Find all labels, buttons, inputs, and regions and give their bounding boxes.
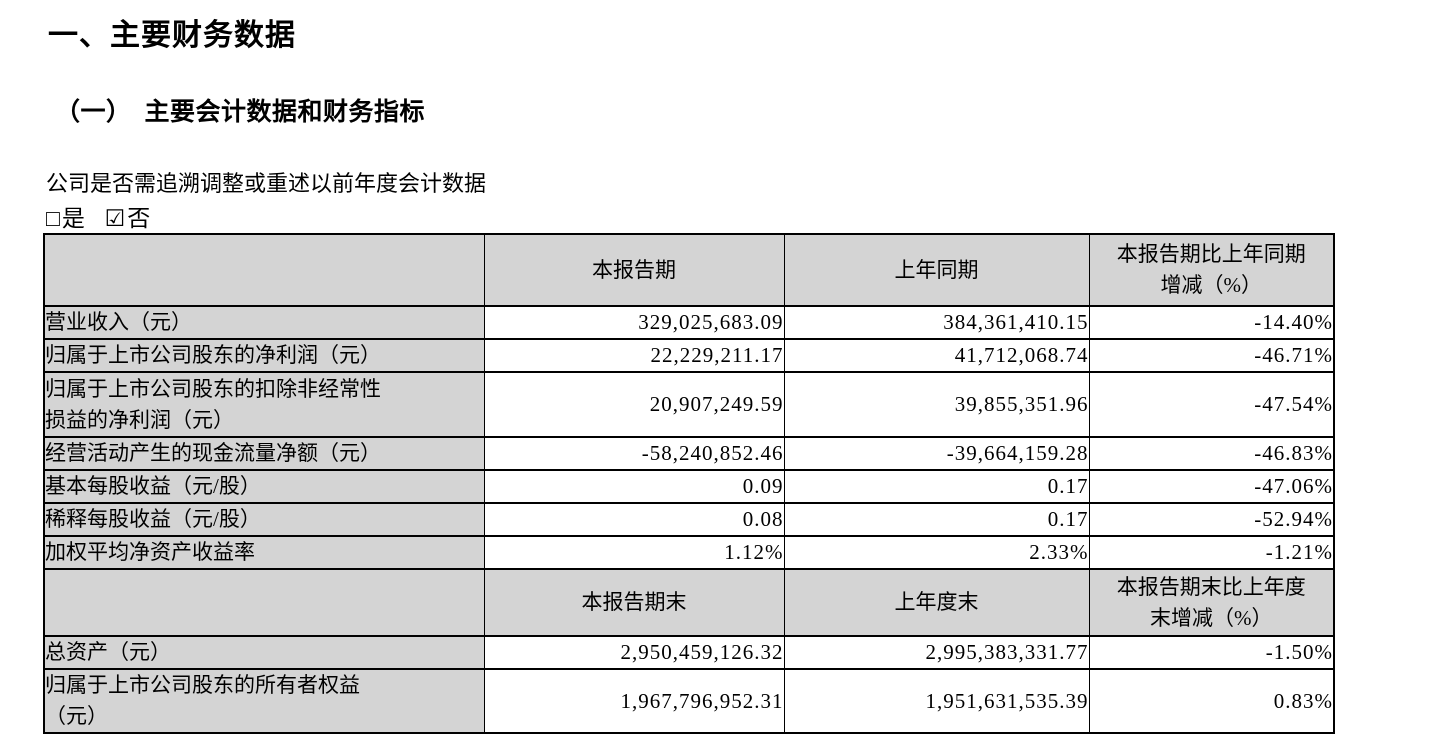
- cell-prior: 41,712,068.74: [783, 338, 1090, 373]
- subsection-title: （一） 主要会计数据和财务指标: [55, 99, 426, 126]
- cell-current: 22,229,211.17: [483, 338, 785, 373]
- table-row-owners-equity: 归属于上市公司股东的所有者权益 （元） 1,967,796,952.31 1,9…: [43, 668, 1335, 734]
- col-header-prior-period: 上年同期: [783, 233, 1090, 307]
- row-label: 基本每股收益（元/股）: [43, 469, 485, 504]
- table-row-net-profit: 归属于上市公司股东的净利润（元） 22,229,211.17 41,712,06…: [43, 338, 1335, 373]
- table-row-basic-eps: 基本每股收益（元/股） 0.09 0.17 -47.06%: [43, 469, 1335, 504]
- cell-change: -46.83%: [1088, 436, 1335, 471]
- cell-change: -47.54%: [1088, 371, 1335, 438]
- checkbox-yes-label: 是: [61, 206, 85, 231]
- header-blank-cell: [43, 568, 485, 637]
- cell-change: -52.94%: [1088, 502, 1335, 537]
- cell-prior: 0.17: [783, 469, 1090, 504]
- col-header-current-period: 本报告期: [483, 233, 785, 307]
- row-label: 归属于上市公司股东的净利润（元）: [43, 338, 485, 373]
- cell-current: 20,907,249.59: [483, 371, 785, 438]
- cell-current: 2,950,459,126.32: [483, 635, 785, 670]
- cell-change: -46.71%: [1088, 338, 1335, 373]
- row-label: 归属于上市公司股东的所有者权益 （元）: [43, 668, 485, 734]
- cell-prior: 39,855,351.96: [783, 371, 1090, 438]
- table-row-net-profit-excl-nonrecurring: 归属于上市公司股东的扣除非经常性 损益的净利润（元） 20,907,249.59…: [43, 371, 1335, 438]
- cell-prior: -39,664,159.28: [783, 436, 1090, 471]
- restatement-question: 公司是否需追溯调整或重述以前年度会计数据: [46, 171, 487, 196]
- checkbox-no: ☑否: [105, 206, 151, 231]
- row-label: 归属于上市公司股东的扣除非经常性 损益的净利润（元）: [43, 371, 485, 438]
- cell-change: -1.21%: [1088, 535, 1335, 570]
- checkbox-no-label: 否: [127, 206, 151, 231]
- cell-change: 0.83%: [1088, 668, 1335, 734]
- table-row-diluted-eps: 稀释每股收益（元/股） 0.08 0.17 -52.94%: [43, 502, 1335, 537]
- cell-prior: 2,995,383,331.77: [783, 635, 1090, 670]
- cell-prior: 384,361,410.15: [783, 305, 1090, 340]
- table-header-row-1: 本报告期 上年同期 本报告期比上年同期 增减（%）: [43, 233, 1335, 307]
- row-label: 加权平均净资产收益率: [43, 535, 485, 570]
- row-label: 稀释每股收益（元/股）: [43, 502, 485, 537]
- table-row-total-assets: 总资产（元） 2,950,459,126.32 2,995,383,331.77…: [43, 635, 1335, 670]
- financial-data-table: 本报告期 上年同期 本报告期比上年同期 增减（%） 营业收入（元） 329,02…: [43, 233, 1335, 734]
- checkbox-checked-icon: ☑: [104, 206, 126, 231]
- cell-current: -58,240,852.46: [483, 436, 785, 471]
- row-label: 营业收入（元）: [43, 305, 485, 340]
- row-label: 总资产（元）: [43, 635, 485, 670]
- cell-current: 1,967,796,952.31: [483, 668, 785, 734]
- cell-change: -47.06%: [1088, 469, 1335, 504]
- table-row-weighted-avg-roe: 加权平均净资产收益率 1.12% 2.33% -1.21%: [43, 535, 1335, 570]
- restatement-options: □是 ☑否: [46, 199, 164, 233]
- col-header-end-change: 本报告期末比上年度 末增减（%）: [1088, 568, 1335, 637]
- row-label: 经营活动产生的现金流量净额（元）: [43, 436, 485, 471]
- cell-prior: 2.33%: [783, 535, 1090, 570]
- cell-current: 1.12%: [483, 535, 785, 570]
- col-header-change: 本报告期比上年同期 增减（%）: [1088, 233, 1335, 307]
- cell-current: 329,025,683.09: [483, 305, 785, 340]
- col-header-prior-year-end: 上年度末: [783, 568, 1090, 637]
- header-blank-cell: [43, 233, 485, 307]
- cell-change: -1.50%: [1088, 635, 1335, 670]
- checkbox-unchecked-icon: □: [46, 206, 60, 231]
- checkbox-yes: □是: [46, 206, 85, 231]
- cell-prior: 1,951,631,535.39: [783, 668, 1090, 734]
- table-row-revenue: 营业收入（元） 329,025,683.09 384,361,410.15 -1…: [43, 305, 1335, 340]
- cell-current: 0.09: [483, 469, 785, 504]
- cell-change: -14.40%: [1088, 305, 1335, 340]
- cell-prior: 0.17: [783, 502, 1090, 537]
- cell-current: 0.08: [483, 502, 785, 537]
- col-header-period-end: 本报告期末: [483, 568, 785, 637]
- table-row-operating-cash-flow: 经营活动产生的现金流量净额（元） -58,240,852.46 -39,664,…: [43, 436, 1335, 471]
- section-title: 一、主要财务数据: [48, 19, 296, 52]
- table-header-row-2: 本报告期末 上年度末 本报告期末比上年度 末增减（%）: [43, 568, 1335, 637]
